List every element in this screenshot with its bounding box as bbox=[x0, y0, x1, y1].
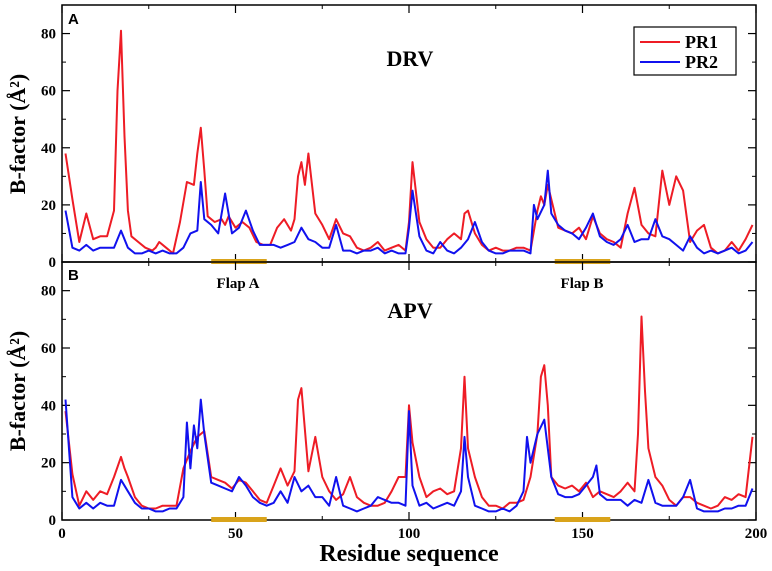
panel-a-y-tick-label-0: 0 bbox=[49, 255, 57, 271]
panel-a-series-pr2 bbox=[64, 169, 754, 255]
panel-b-y-tick-label-60: 60 bbox=[41, 341, 56, 357]
x-tick-label-100: 100 bbox=[398, 526, 421, 542]
panel-b-title: APV bbox=[387, 298, 432, 323]
x-tick-label-50: 50 bbox=[228, 526, 243, 542]
panel-a-y-tick-label-80: 80 bbox=[41, 27, 56, 43]
legend-pr2-label: PR2 bbox=[685, 52, 718, 72]
panel-b-series bbox=[64, 315, 754, 513]
panel-a-drv: A DRV 0 20 40 60 80 PR1 PR2 B-factor (Å²) bbox=[5, 4, 757, 271]
x-axis-title: Residue sequence bbox=[319, 541, 499, 567]
panel-b-letter: B bbox=[68, 267, 79, 284]
panel-b-flap-bar-a bbox=[211, 517, 267, 522]
panel-b-highlights bbox=[211, 517, 611, 522]
legend: PR1 PR2 bbox=[633, 26, 737, 76]
panel-a-y-tick-label-20: 20 bbox=[41, 198, 56, 214]
panel-b-series-pr1 bbox=[64, 315, 754, 510]
legend-box bbox=[633, 26, 737, 76]
panel-a-title: DRV bbox=[387, 46, 434, 71]
panel-b-y-axis-title: B-factor (Å²) bbox=[5, 331, 30, 451]
panel-b-series-pr2 bbox=[64, 398, 754, 513]
x-tick-label-150: 150 bbox=[571, 526, 594, 542]
panel-b-y-tick-label-80: 80 bbox=[41, 284, 56, 300]
flap-a-label: Flap A bbox=[217, 276, 260, 292]
panel-b-x-ticks: 0 50 100 150 200 bbox=[58, 262, 767, 542]
panel-b-y-ticks: 0 20 40 60 80 bbox=[41, 284, 756, 529]
panel-a-letter: A bbox=[68, 11, 79, 28]
panel-a-series bbox=[64, 29, 754, 255]
flap-b-label: Flap B bbox=[561, 276, 604, 292]
panel-a-y-tick-label-60: 60 bbox=[41, 84, 56, 100]
x-tick-label-0: 0 bbox=[58, 526, 66, 542]
panel-b-flap-bar-b bbox=[554, 517, 611, 522]
x-tick-label-200: 200 bbox=[745, 526, 768, 542]
panel-b-y-tick-label-40: 40 bbox=[41, 398, 56, 414]
panel-a-y-tick-label-40: 40 bbox=[41, 141, 56, 157]
legend-pr1-label: PR1 bbox=[685, 32, 718, 52]
panel-a-y-axis-title: B-factor (Å²) bbox=[5, 74, 30, 194]
panel-b-y-tick-label-0: 0 bbox=[49, 513, 57, 529]
panel-b-y-tick-label-20: 20 bbox=[41, 456, 56, 472]
panel-a-y-ticks: 0 20 40 60 80 bbox=[41, 27, 756, 271]
panel-b-apv: B APV Flap A Flap B 0 20 40 60 80 0 50 100 150 2… bbox=[5, 261, 767, 567]
